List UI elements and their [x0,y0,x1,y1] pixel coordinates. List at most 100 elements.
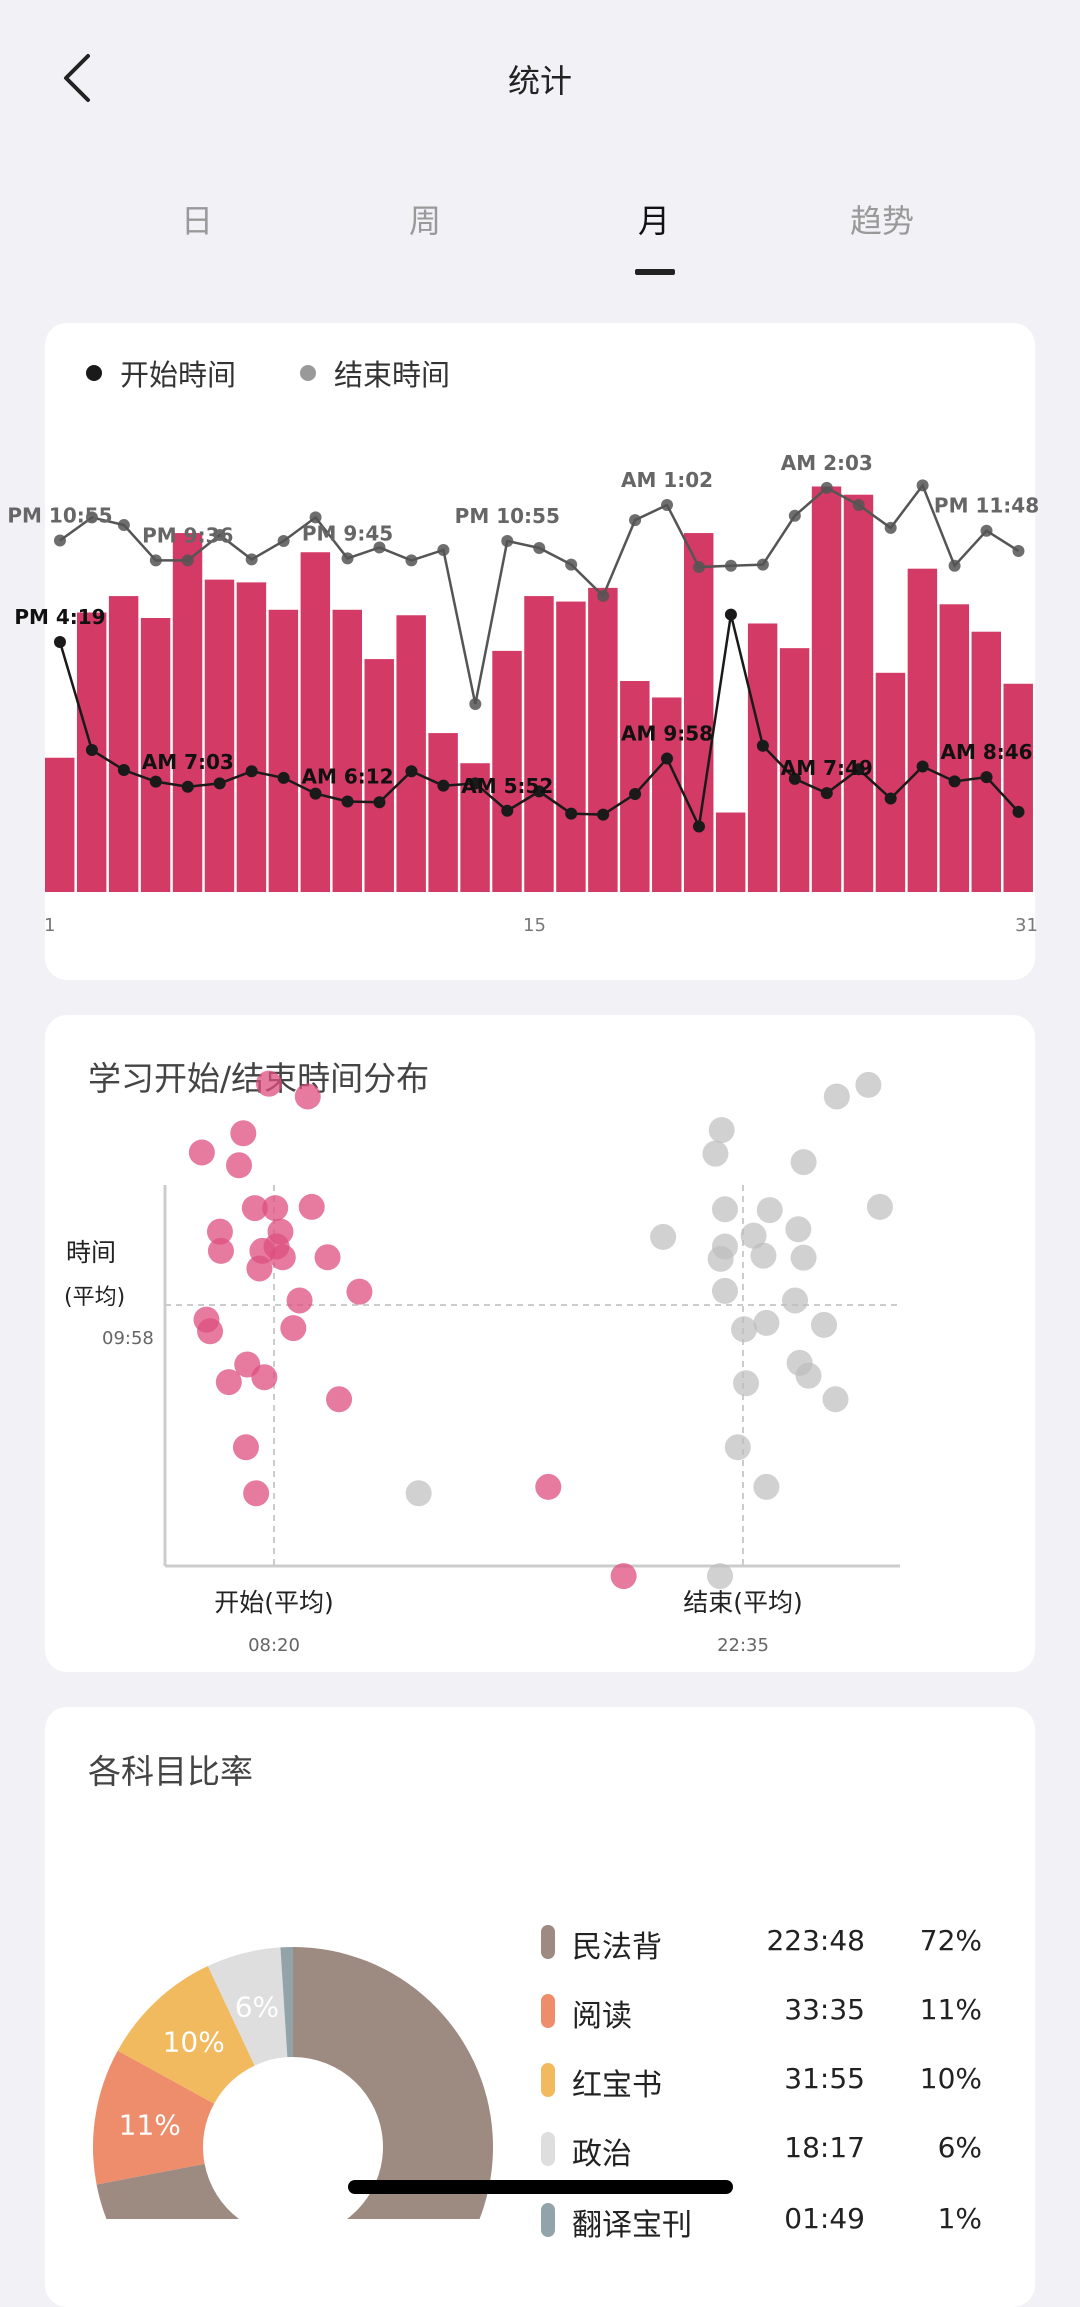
start-time-label: AM 7:49 [781,756,873,780]
end-time-point [980,524,993,537]
start-scatter-point [230,1120,257,1147]
start-time-point [277,771,290,784]
start-time-point [181,780,194,793]
ratio-row[interactable]: 翻译宝刊 01:49 1% [0,2198,1080,2243]
bar-day-11 [364,659,394,892]
legend-end-dot [300,365,316,381]
bar-day-7 [236,582,267,892]
end-time-point [692,561,705,574]
start-time-point [437,779,450,792]
bar-day-18 [588,587,618,892]
start-time-label: PM 4:19 [14,605,105,629]
donut-slice-4 [207,1947,288,2066]
start-scatter-point [326,1386,353,1413]
start-time-point [724,608,737,621]
start-avg-value: 08:20 [248,1635,300,1656]
end-time-point [916,479,929,492]
end-time-label: PM 10:55 [455,504,560,528]
start-scatter-point [188,1139,215,1166]
end-time-point [724,559,737,572]
start-time-point [820,787,833,800]
end-time-label: AM 1:02 [621,468,713,492]
end-time-label: AM 2:03 [781,451,873,475]
start-scatter-point [246,1255,273,1282]
start-time-point [53,636,66,648]
ratio-row[interactable]: 民法背 223:48 72% [0,1920,1080,1965]
subject-time: 223:48 [766,1924,865,1957]
bar-day-3 [108,596,139,892]
bar-day-5 [172,533,203,892]
ratio-donut-chart: 11% 10% 6% [93,1947,493,2219]
tab-week[interactable]: 周 [408,202,441,240]
start-time-point [373,796,386,809]
end-scatter-point [753,1473,780,1500]
bar-day-15 [492,650,522,892]
start-time-point [916,760,929,773]
y-axis-label: 時间 [66,1238,117,1267]
end-time-point [852,498,865,511]
end-time-point [245,553,258,566]
donut-label: 10% [163,2025,225,2058]
tab-trend[interactable]: 趋势 [849,202,914,240]
subject-time: 18:17 [784,2131,865,2164]
bar-day-6 [204,579,235,892]
start-time-point [629,788,642,801]
end-scatter-point [756,1197,783,1224]
donut-label: 11% [119,2108,181,2141]
subject-percent: 11% [919,1993,982,2026]
end-scatter-point [823,1083,850,1110]
start-time-point [245,765,258,778]
y-axis-sublabel: (平均) [64,1285,126,1310]
start-time-point [533,785,546,798]
start-time-label: AM 5:52 [461,774,553,798]
start-time-point [469,777,482,790]
start-time-point [661,752,674,765]
start-time-point [692,820,705,833]
start-time-label: AM 6:12 [301,764,393,788]
end-time-point [149,554,162,567]
tab-month[interactable]: 月 [637,202,670,240]
subject-time: 31:55 [784,2062,865,2095]
end-scatter-point [790,1244,817,1271]
end-time-label: PM 9:45 [302,521,393,545]
start-scatter-point [298,1193,325,1220]
start-scatter-point [226,1152,253,1179]
subject-name: 阅读 [572,1999,632,2034]
subject-name: 政治 [572,2137,632,2172]
start-scatter-point [206,1218,233,1245]
end-time-point [788,509,801,522]
bar-day-26 [843,494,874,892]
end-avg-value: 22:35 [717,1635,769,1656]
scatter-chart [163,1070,900,1590]
end-time-point [53,534,66,547]
end-time-label: PM 9:36 [142,523,233,547]
subject-percent: 10% [919,2062,982,2095]
bar-day-29 [939,604,970,892]
end-scatter-point [724,1434,751,1461]
end-scatter-point [855,1071,882,1098]
home-indicator[interactable] [348,2180,733,2194]
start-time-point [884,792,897,805]
start-time-point [1012,805,1025,818]
bar-day-13 [428,733,458,892]
ratio-row[interactable]: 阅读 33:35 11% [0,1989,1080,2034]
start-scatter-point [215,1369,242,1396]
ratio-row[interactable]: 政治 18:17 6% [0,2127,1080,2172]
end-scatter-point [733,1370,760,1397]
tab-day[interactable]: 日 [180,202,213,240]
start-scatter-point [262,1195,289,1222]
end-time-point [85,511,98,524]
x-tick-31: 31 [1015,915,1038,936]
end-time-label: PM 11:48 [934,494,1039,518]
end-time-point [373,541,386,554]
back-button[interactable] [58,48,98,108]
bar-day-28 [907,568,938,892]
subject-time: 33:35 [784,1993,865,2026]
bar-day-8 [268,609,299,892]
monthly-chart: PM 4:19 AM 7:03 AM 6:12 AM 5:52 AM 9:58 AM 7:… [7,451,1039,892]
ratio-row[interactable]: 红宝书 31:55 10% [0,2058,1080,2103]
color-swatch [541,2203,555,2237]
end-scatter-point [782,1287,809,1314]
start-time-point [149,775,162,788]
start-time-point [565,807,578,820]
